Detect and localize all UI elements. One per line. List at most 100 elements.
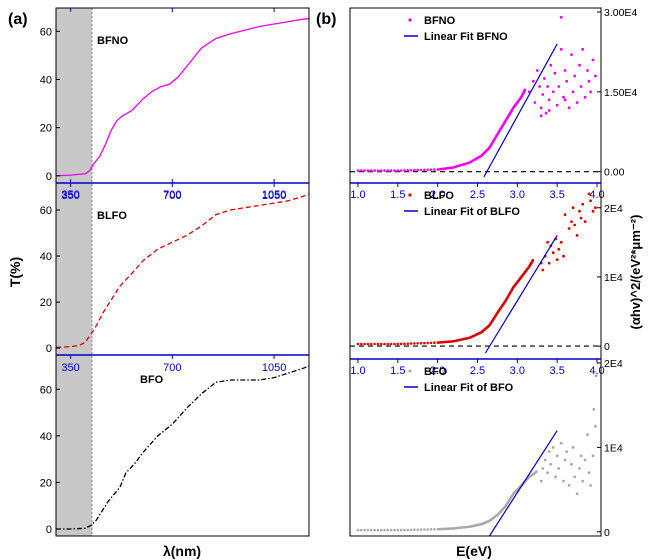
data-point [591,454,595,458]
data-point [413,528,416,531]
data-point [389,342,393,346]
data-point [586,433,589,437]
fit-line [484,235,558,354]
data-point [403,528,406,532]
data-point [570,53,573,56]
a-ytick-label: 60 [40,384,52,396]
fit-line [483,43,558,178]
data-point [406,342,410,346]
data-point [563,458,567,462]
panel-b-label: (b) [316,11,336,28]
data-point [571,446,575,449]
a-xtick-label: 700 [163,189,181,201]
data-point [433,341,436,345]
data-point [429,341,433,345]
curve-bfno [56,18,309,177]
data-point [544,111,548,115]
data-point [586,69,589,72]
panel-a-curves [56,18,309,530]
b-xtick-label: 2.0 [430,189,445,201]
panel-b-points [350,15,601,536]
data-point [555,454,559,458]
data-point [413,342,416,345]
data-point [592,408,596,411]
legend-label: BFO [424,366,448,378]
data-point [551,446,555,449]
data-point [360,342,363,346]
data-point [551,90,555,94]
data-point [386,169,390,172]
b-xtick-label: 3.5 [550,365,565,377]
a-ytick-label: 40 [40,431,52,443]
data-point [423,168,426,172]
data-point [587,471,591,475]
data-point [543,77,546,80]
data-point [356,169,360,172]
b-ytick-label: 1.50E4 [604,87,637,99]
a-ytick-label: 20 [40,123,52,135]
series-label-blfo: BLFO [97,210,127,222]
data-point [554,475,557,479]
b-xtick-label: 2.5 [470,365,485,377]
data-point [594,74,597,78]
b-ylabel: (αhv)^2/(eV²*μm⁻²) [628,215,643,330]
data-point [547,98,551,102]
data-point [419,528,423,531]
a-ytick-label: 40 [40,74,52,86]
a-xtick-label: 350 [61,190,79,202]
data-point [559,47,563,51]
data-point [541,467,545,470]
data-point [523,88,527,92]
data-point [581,202,585,206]
data-point [571,90,575,94]
data-point [559,240,563,244]
a-ytick-label: 60 [40,26,52,38]
data-point [383,528,386,532]
data-point [567,106,571,110]
data-point [396,528,400,532]
panel-a-axes: 0 20 40 60 BFNO 0 20 40 60 350 700 1050 BLFO 0 20 40 60 3… [40,8,309,536]
a-ytick-label: 0 [46,171,52,183]
b-ytick-label: 0 [604,527,610,539]
data-point [413,168,416,172]
data-point [373,342,376,346]
data-point [406,169,410,172]
legend-fit-label: Linear Fit of BLFO [424,206,520,218]
data-point [575,492,579,496]
data-point [579,454,583,458]
data-point [399,528,403,532]
data-point [567,227,571,230]
data-point [531,258,535,262]
data-point [553,71,557,75]
data-point [379,342,383,346]
data-point [403,169,406,172]
a-xtick-label: 1050 [262,190,286,202]
panel-a-frame [55,7,310,537]
a-ytick-label: 20 [40,297,52,309]
data-point [549,462,553,466]
series-label-bfo: BFO [140,374,164,386]
data-point [557,467,561,470]
data-point [369,528,373,532]
curve-blfo [56,193,309,349]
panel-a-label: (a) [8,11,28,28]
b-xtick-label: 3.0 [510,189,525,201]
b-xtick-label: 4.0 [589,365,604,377]
data-point [570,462,573,466]
b-xtick-label: 1.5 [390,189,405,201]
b-ytick-label: 2E4 [604,203,623,215]
a-ytick-label: 0 [46,343,52,355]
data-point [567,484,571,487]
data-point [557,247,561,251]
data-point [383,169,386,172]
a-xtick-label: 1050 [262,189,286,201]
panel-b-frame [349,7,602,537]
data-point [538,85,541,88]
data-point [373,169,376,172]
b-xtick-label: 3.5 [550,189,565,201]
data-point [573,223,577,227]
data-point [551,251,555,255]
b-xlabel: E(eV) [456,543,492,559]
